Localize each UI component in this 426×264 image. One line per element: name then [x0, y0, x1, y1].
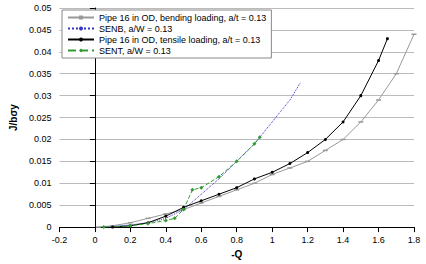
- svg-text:0.025: 0.025: [29, 113, 52, 123]
- svg-text:0.005: 0.005: [29, 200, 52, 210]
- svg-text:1: 1: [270, 235, 275, 245]
- svg-text:0.04: 0.04: [34, 47, 52, 57]
- svg-text:0.015: 0.015: [29, 156, 52, 166]
- svg-text:0.2: 0.2: [124, 235, 137, 245]
- svg-text:J/bσy: J/bσy: [8, 104, 19, 131]
- svg-text:-Q: -Q: [231, 249, 242, 260]
- svg-text:0: 0: [46, 222, 51, 232]
- svg-text:0.02: 0.02: [34, 134, 52, 144]
- svg-text:0.035: 0.035: [29, 69, 52, 79]
- svg-text:Pipe 16 in OD, bending loading: Pipe 16 in OD, bending loading, a/t = 0.…: [99, 13, 266, 23]
- svg-text:0.045: 0.045: [29, 25, 52, 35]
- svg-text:0.6: 0.6: [195, 235, 208, 245]
- svg-text:1.4: 1.4: [337, 235, 350, 245]
- svg-text:1.6: 1.6: [372, 235, 385, 245]
- svg-text:1.2: 1.2: [301, 235, 314, 245]
- svg-text:0.8: 0.8: [230, 235, 243, 245]
- svg-text:-0.2: -0.2: [52, 235, 68, 245]
- svg-text:Pipe 16 in OD, tensile loading: Pipe 16 in OD, tensile loading, a/t = 0.…: [99, 35, 260, 45]
- svg-text:0: 0: [92, 235, 97, 245]
- svg-text:0.05: 0.05: [34, 3, 52, 13]
- svg-text:0.03: 0.03: [34, 91, 52, 101]
- svg-text:0.01: 0.01: [34, 178, 52, 188]
- svg-text:SENB, a/W = 0.13: SENB, a/W = 0.13: [99, 24, 172, 34]
- svg-text:1.8: 1.8: [408, 235, 421, 245]
- svg-text:0.4: 0.4: [160, 235, 173, 245]
- svg-text:SENT, a/W = 0.13: SENT, a/W = 0.13: [99, 46, 171, 56]
